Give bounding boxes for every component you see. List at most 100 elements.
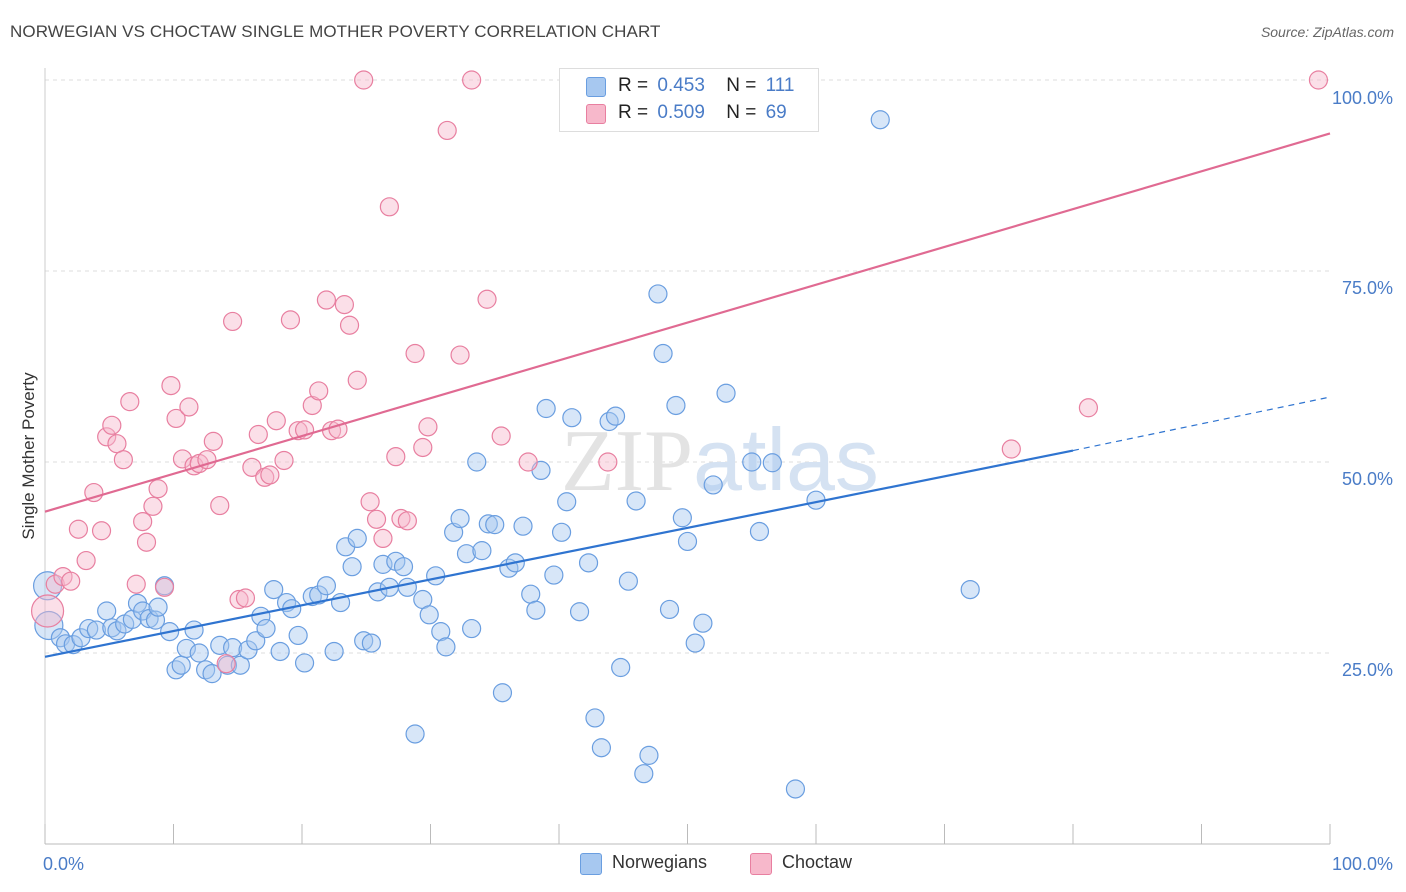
choctaw-point-36	[266, 411, 286, 431]
norwegians-point-39	[288, 625, 308, 646]
choctaw-point-19	[161, 376, 181, 396]
choctaw-point-56	[397, 511, 417, 531]
legend-swatch-norwegians	[580, 853, 602, 875]
norwegians-point-30	[230, 655, 250, 675]
norwegians-point-24	[189, 643, 209, 663]
choctaw-swatch	[586, 104, 606, 124]
legend-swatch-choctaw	[750, 853, 772, 875]
y-tick-label-25: 25.0%	[1342, 660, 1393, 680]
choctaw-point-15	[136, 532, 157, 552]
choctaw-point-57	[405, 343, 425, 364]
choctaw-point-50	[360, 492, 380, 512]
norwegians-point-100	[685, 633, 705, 653]
source-label: Source: ZipAtlas.com	[1260, 24, 1394, 40]
choctaw-point-43	[316, 290, 337, 310]
norwegians-point-34	[256, 618, 276, 639]
norwegians-point-79	[544, 565, 564, 585]
norwegians-point-44	[324, 641, 344, 662]
norwegians-point-85	[585, 708, 605, 728]
choctaw-point-42	[309, 381, 329, 401]
norwegians-point-68	[472, 541, 492, 561]
choctaw-point-35	[260, 465, 280, 485]
norwegians-trend-line	[44, 449, 1074, 658]
norwegians-point-90	[618, 571, 638, 591]
norwegians-point-40	[294, 653, 315, 673]
norwegians-point-86	[591, 738, 612, 758]
norwegians-point-36	[270, 641, 290, 662]
choctaw-point-53	[379, 197, 399, 217]
norwegians-point-1	[34, 610, 64, 641]
norwegians-point-101	[693, 613, 713, 633]
norwegians-point-109	[960, 579, 980, 600]
norwegians-point-56	[397, 577, 417, 597]
choctaw-point-17	[148, 479, 168, 499]
norwegians-point-78	[536, 398, 556, 419]
n-value-norwegians: 111	[765, 75, 795, 96]
choctaw-point-12	[120, 392, 140, 412]
norwegians-point-99	[677, 531, 698, 552]
choctaw-point-63	[477, 289, 497, 309]
choctaw-point-22	[179, 397, 199, 417]
choctaw-trend-line	[44, 132, 1331, 513]
choctaw-point-49	[354, 70, 374, 90]
chart-title: NORWEGIAN VS CHOCTAW SINGLE MOTHER POVER…	[10, 22, 661, 41]
choctaw-point-5	[76, 550, 96, 571]
norwegians-point-9	[102, 618, 122, 638]
choctaw-point-18	[154, 577, 175, 597]
choctaw-point-38	[280, 310, 301, 330]
norwegians-point-57	[405, 724, 425, 744]
choctaw-point-7	[91, 521, 112, 541]
norwegians-point-60	[426, 566, 446, 586]
choctaw-point-31	[235, 588, 256, 608]
norwegians-point-6	[79, 618, 99, 639]
choctaw-point-51	[366, 509, 387, 529]
norwegians-point-82	[562, 408, 582, 428]
norwegians-point-4	[63, 634, 83, 655]
norwegians-point-98	[672, 508, 692, 528]
norwegians-point-71	[492, 683, 513, 703]
norwegians-point-67	[467, 452, 487, 472]
choctaw-point-33	[248, 424, 268, 445]
choctaw-point-68	[1078, 398, 1099, 418]
choctaw-point-14	[133, 511, 153, 532]
norwegians-point-41	[302, 586, 322, 607]
choctaw-point-16	[143, 496, 163, 516]
choctaw-point-32	[242, 457, 262, 477]
choctaw-point-4	[68, 519, 89, 539]
choctaw-point-26	[203, 431, 223, 451]
y-tick-label-75: 75.0%	[1342, 278, 1393, 298]
choctaw-point-30	[229, 589, 249, 610]
choctaw-point-1	[45, 574, 65, 594]
norwegians-point-96	[659, 599, 680, 620]
choctaw-point-61	[450, 345, 470, 365]
norwegians-point-10	[107, 621, 127, 641]
norwegians-point-106	[762, 453, 782, 473]
norwegians-point-17	[148, 597, 168, 617]
norwegians-point-87	[599, 411, 619, 432]
norwegians-point-97	[666, 395, 686, 416]
choctaw-point-37	[274, 450, 294, 471]
choctaw-point-67	[1001, 439, 1021, 459]
r-label-choctaw: R =	[618, 102, 649, 123]
norwegians-swatch	[586, 77, 606, 97]
norwegians-point-107	[785, 779, 806, 799]
norwegians-point-103	[716, 383, 736, 403]
norwegians-point-65	[456, 544, 477, 564]
x-tick-label-max: 100.0%	[1332, 854, 1393, 874]
n-label-choctaw: N =	[726, 102, 757, 123]
choctaw-point-69	[1308, 70, 1329, 90]
n-value-choctaw: 69	[765, 102, 787, 123]
r-value-norwegians: 0.453	[657, 75, 705, 96]
norwegians-point-59	[419, 605, 439, 625]
norwegians-point-91	[626, 491, 646, 511]
norwegians-point-104	[742, 452, 762, 472]
norwegians-point-80	[551, 522, 572, 542]
watermark: ZIPatlas	[561, 410, 879, 510]
norwegians-point-26	[202, 664, 222, 684]
choctaw-point-62	[462, 70, 482, 90]
choctaw-point-48	[347, 370, 367, 390]
choctaw-point-66	[598, 452, 618, 472]
choctaw-point-11	[113, 450, 133, 470]
norwegians-point-75	[521, 584, 541, 604]
